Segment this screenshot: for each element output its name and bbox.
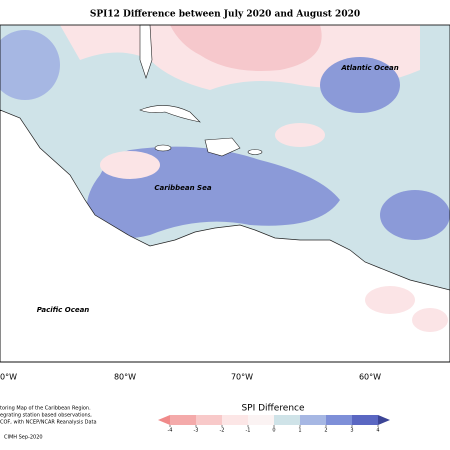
cuba — [139, 105, 201, 123]
colorbar-segment — [326, 415, 352, 425]
note: COF, with NCEP/NCAR Reanalysis Data — [0, 420, 97, 426]
pink-area — [170, 25, 322, 71]
longitude-label: 60°W — [359, 373, 381, 382]
colorbar-tick-label: 3 — [350, 428, 353, 434]
sea-label: Caribbean Sea — [154, 184, 211, 192]
blue-area — [380, 190, 450, 240]
longitude-labels: 0°W 80°W 70°W 60°W — [0, 373, 381, 382]
note: egrating station based observations, — [0, 413, 92, 419]
ocean-label: Pacific Ocean — [37, 306, 90, 314]
colorbar-segment — [274, 415, 300, 425]
jamaica — [154, 144, 172, 152]
hispaniola — [204, 137, 241, 157]
colorbar-segment — [170, 415, 196, 425]
note: toring Map of the Caribbean Region. — [0, 406, 91, 412]
longitude-label: 70°W — [231, 373, 253, 382]
longitude-label: 0°W — [0, 373, 17, 382]
colorbar-tick-label: 1 — [298, 428, 301, 434]
ocean-label: Atlantic Ocean — [340, 64, 398, 72]
colorbar-tick-label: 0 — [272, 428, 275, 434]
land — [0, 109, 450, 363]
longitude-label: 80°W — [114, 373, 136, 382]
colorbar-segment — [248, 415, 274, 425]
colorbar-segment — [352, 415, 378, 425]
pink-area — [412, 308, 448, 332]
colorbar-segment — [196, 415, 222, 425]
colorbar-end — [378, 415, 390, 425]
colorbar-segment — [222, 415, 248, 425]
colorbar-tick-label: -2 — [220, 428, 225, 434]
colorbar-tick-label: -1 — [246, 428, 251, 434]
legend-title: SPI Difference — [241, 404, 305, 414]
blue-area — [0, 30, 60, 100]
colorbar-tick-label: -3 — [194, 428, 199, 434]
pink-area — [365, 286, 415, 314]
map: Atlantic Ocean Caribbean Sea Pacific Oce… — [0, 24, 450, 363]
blue-area — [320, 57, 400, 113]
pink-area — [100, 151, 160, 179]
pink-area — [275, 123, 325, 147]
title: SPI12 Difference between July 2020 and A… — [90, 10, 360, 20]
colorbar-end — [158, 415, 170, 425]
colorbar-segment — [300, 415, 326, 425]
map-frame — [0, 24, 450, 363]
colorbar-tick-label: 2 — [324, 428, 327, 434]
colorbar: -4 -3 -2 -1 0 1 2 3 4 — [158, 415, 390, 434]
puerto-rico — [247, 149, 263, 155]
colorbar-tick-label: 4 — [376, 428, 379, 434]
credit: CIMH Sep-2020 — [4, 435, 43, 441]
colorbar-tick-label: -4 — [168, 428, 173, 434]
